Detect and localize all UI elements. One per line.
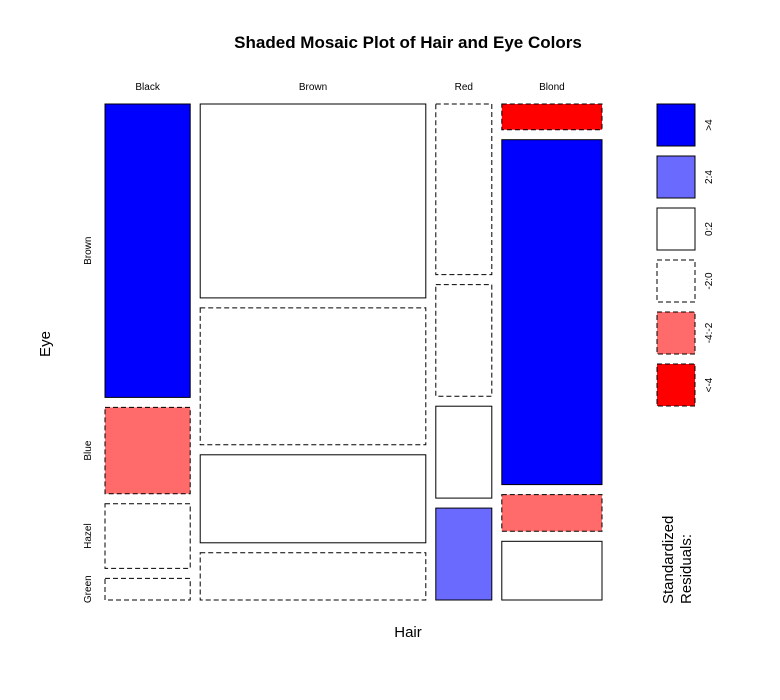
- hair-label-black: Black: [135, 82, 160, 93]
- eye-label-blue: Blue: [83, 440, 94, 460]
- chart-title: Shaded Mosaic Plot of Hair and Eye Color…: [234, 33, 582, 52]
- tile-black-green: [104, 577, 191, 601]
- legend-swatch-1: [656, 103, 696, 147]
- eye-tick-labels: Brown Blue Hazel Green: [83, 237, 94, 604]
- legend-title-line-1: Standardized: [660, 516, 677, 604]
- tile-black-brown: [104, 103, 191, 398]
- legend-label-6: <-4: [704, 377, 715, 392]
- hair-label-blond: Blond: [539, 82, 565, 93]
- tile-brown-hazel: [199, 454, 427, 544]
- legend-swatch-4: [656, 259, 696, 303]
- legend-label-1: >4: [704, 119, 715, 131]
- eye-label-green: Green: [83, 575, 94, 603]
- tile-red-hazel: [435, 405, 493, 499]
- tile-blond-green: [501, 540, 603, 601]
- tile-blond-brown: [501, 103, 603, 131]
- tile-brown-blue: [199, 307, 427, 446]
- tile-red-blue: [435, 284, 493, 397]
- tile-red-green: [435, 507, 493, 601]
- tile-blond-blue: [501, 139, 603, 486]
- y-axis-label: Eye: [37, 331, 54, 357]
- tile-red-brown: [435, 103, 493, 276]
- legend-label-2: 2:4: [704, 170, 715, 184]
- legend-label-5: -4:-2: [704, 322, 715, 343]
- mosaic-tiles: [104, 103, 603, 601]
- tile-black-hazel: [104, 503, 191, 569]
- legend-swatch-2: [656, 155, 696, 199]
- legend-label-4: -2:0: [704, 272, 715, 290]
- eye-label-hazel: Hazel: [83, 523, 94, 549]
- tile-brown-brown: [199, 103, 427, 299]
- hair-label-red: Red: [455, 82, 473, 93]
- x-axis-label: Hair: [394, 624, 422, 641]
- hair-label-brown: Brown: [299, 82, 327, 93]
- legend-label-3: 0:2: [704, 222, 715, 236]
- tile-black-blue: [104, 406, 191, 495]
- tile-blond-hazel: [501, 494, 603, 532]
- hair-tick-labels: Black Brown Red Blond: [135, 82, 564, 93]
- tile-brown-green: [199, 552, 427, 601]
- legend: >4 2:4 0:2 -2:0 -4:-2 <-4: [656, 103, 715, 407]
- eye-label-brown: Brown: [83, 237, 94, 265]
- legend-swatch-5: [656, 311, 696, 355]
- legend-swatch-6: [656, 363, 696, 407]
- legend-title-line-2: Residuals:: [678, 534, 695, 604]
- legend-swatch-3: [656, 207, 696, 251]
